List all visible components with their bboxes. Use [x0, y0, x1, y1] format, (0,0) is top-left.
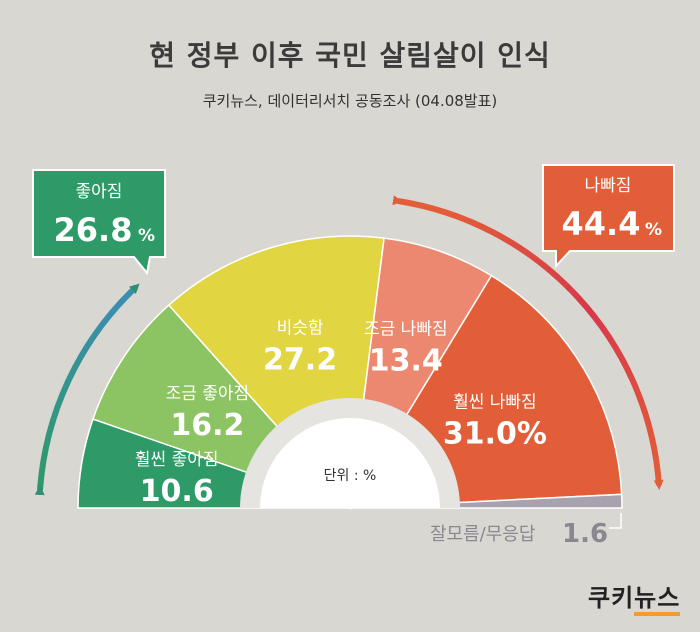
good-callout: 좋아짐 26.8 %	[32, 169, 166, 276]
unit-label: 단위 : %	[324, 468, 377, 484]
good-arrow	[34, 283, 140, 496]
good-callout-value: 26.8	[54, 211, 133, 249]
bad-callout-suffix: %	[645, 220, 662, 240]
brand-logo-part1: 쿠키	[588, 584, 635, 612]
segment-value: 16.2	[170, 408, 244, 443]
brand-logo: 쿠키뉴스	[588, 578, 681, 616]
good-callout-suffix: %	[138, 226, 155, 246]
chart-subtitle: 쿠키뉴스, 데이터리서치 공동조사 (04.08발표)	[202, 92, 498, 110]
segment-value: 10.6	[140, 474, 214, 509]
segment-value: 27.2	[263, 342, 337, 377]
segment-value: 31.0%	[443, 417, 547, 452]
segment-label: 훨씬 좋아짐	[135, 450, 219, 470]
bad-callout-label: 나빠짐	[585, 176, 632, 196]
no-answer-leader	[609, 513, 622, 529]
segment-value: 13.4	[369, 343, 443, 378]
bad-callout-value: 44.4	[562, 205, 641, 243]
bad-callout: 나빠짐 44.4 %	[542, 164, 675, 269]
chart-title: 현 정부 이후 국민 살림살이 인식	[149, 39, 551, 72]
segment-label: 비슷함	[277, 318, 324, 338]
segment-label: 조금 좋아짐	[166, 384, 250, 404]
bad-arrow	[392, 195, 664, 490]
good-callout-label: 좋아짐	[76, 182, 123, 202]
segment-label: 조금 나빠짐	[364, 319, 448, 339]
segment-value: 1.6	[562, 519, 608, 549]
segment-label: 훨씬 나빠짐	[453, 393, 537, 413]
segment-label: 잘모름/무응답	[430, 524, 535, 545]
brand-logo-part2: 뉴스	[634, 584, 681, 616]
